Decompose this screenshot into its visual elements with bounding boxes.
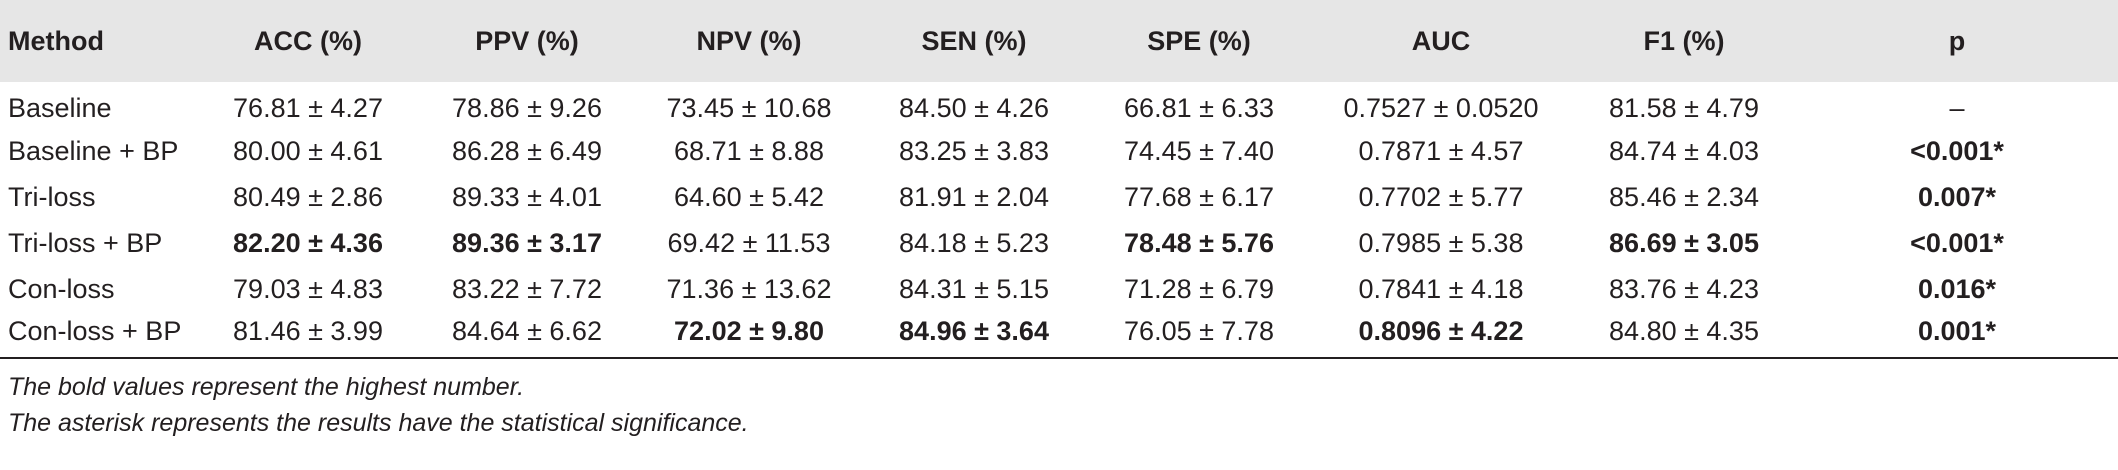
method-cell: Baseline + BP — [8, 135, 179, 166]
sen-cell: 84.50 ± 4.26 — [899, 92, 1049, 123]
ppv-cell: 89.36 ± 3.17 — [452, 227, 602, 258]
f1-cell: 83.76 ± 4.23 — [1609, 273, 1759, 304]
table-row: Con-loss 79.03 ± 4.83 83.22 ± 7.72 71.36… — [0, 266, 2118, 312]
ppv-cell: 89.33 ± 4.01 — [452, 181, 602, 212]
npv-cell: 72.02 ± 9.80 — [674, 316, 824, 346]
method-cell: Tri-loss + BP — [8, 227, 163, 258]
sen-cell: 84.31 ± 5.15 — [899, 273, 1049, 304]
method-cell: Tri-loss — [8, 181, 96, 212]
acc-cell: 79.03 ± 4.83 — [233, 273, 383, 304]
spe-cell: 71.28 ± 6.79 — [1124, 273, 1274, 304]
acc-cell: 80.49 ± 2.86 — [233, 181, 383, 212]
header-p: p — [1948, 25, 1966, 56]
npv-cell: 64.60 ± 5.42 — [674, 181, 824, 212]
auc-cell: 0.7527 ± 0.0520 — [1343, 92, 1539, 123]
header-row: Method ACC (%) PPV (%) NPV (%) SEN (%) S… — [0, 0, 2118, 82]
p-cell: <0.001* — [1910, 135, 2004, 166]
ppv-cell: 78.86 ± 9.26 — [452, 92, 602, 123]
auc-cell: 0.7841 ± 4.18 — [1358, 273, 1524, 304]
table-row: Baseline 76.81 ± 4.27 78.86 ± 9.26 73.45… — [0, 82, 2118, 128]
f1-cell: 84.80 ± 4.35 — [1609, 316, 1759, 346]
footnote-bold: The bold values represent the highest nu… — [8, 373, 525, 401]
header-method: Method — [8, 25, 104, 56]
auc-cell: 0.8096 ± 4.22 — [1358, 316, 1524, 346]
table-row: Baseline + BP 80.00 ± 4.61 86.28 ± 6.49 … — [0, 128, 2118, 174]
p-cell: – — [1949, 92, 1965, 123]
header-acc: ACC (%) — [254, 25, 362, 56]
f1-cell: 84.74 ± 4.03 — [1609, 135, 1759, 166]
method-cell: Baseline — [8, 92, 112, 123]
auc-cell: 0.7871 ± 4.57 — [1358, 135, 1524, 166]
header-ppv: PPV (%) — [475, 25, 579, 56]
spe-cell: 74.45 ± 7.40 — [1124, 135, 1274, 166]
ppv-cell: 84.64 ± 6.62 — [452, 316, 602, 346]
acc-cell: 82.20 ± 4.36 — [233, 227, 383, 258]
sen-cell: 84.18 ± 5.23 — [899, 227, 1049, 258]
acc-cell: 81.46 ± 3.99 — [233, 316, 383, 346]
sen-cell: 84.96 ± 3.64 — [899, 316, 1049, 346]
sen-cell: 81.91 ± 2.04 — [899, 181, 1049, 212]
header-auc: AUC — [1411, 25, 1471, 56]
table-footnotes: The bold values represent the highest nu… — [0, 359, 2118, 441]
spe-cell: 76.05 ± 7.78 — [1124, 316, 1274, 346]
table-row: Con-loss + BP 81.46 ± 3.99 84.64 ± 6.62 … — [0, 312, 2118, 358]
spe-cell: 77.68 ± 6.17 — [1124, 181, 1274, 212]
auc-cell: 0.7702 ± 5.77 — [1358, 181, 1524, 212]
spe-cell: 78.48 ± 5.76 — [1124, 227, 1274, 258]
results-table: Method ACC (%) PPV (%) NPV (%) SEN (%) S… — [0, 0, 2118, 358]
spe-cell: 66.81 ± 6.33 — [1124, 92, 1274, 123]
header-sen: SEN (%) — [921, 25, 1027, 56]
header-f1: F1 (%) — [1643, 25, 1725, 56]
f1-cell: 81.58 ± 4.79 — [1609, 92, 1759, 123]
acc-cell: 80.00 ± 4.61 — [233, 135, 383, 166]
header-spe: SPE (%) — [1147, 25, 1251, 56]
acc-cell: 76.81 ± 4.27 — [233, 92, 383, 123]
auc-cell: 0.7985 ± 5.38 — [1358, 227, 1524, 258]
method-cell: Con-loss + BP — [8, 316, 182, 346]
p-cell: <0.001* — [1910, 227, 2004, 258]
p-cell: 0.007* — [1917, 181, 1997, 212]
npv-cell: 71.36 ± 13.62 — [666, 273, 832, 304]
p-cell: 0.016* — [1917, 273, 1997, 304]
npv-cell: 69.42 ± 11.53 — [667, 227, 831, 258]
header-npv: NPV (%) — [696, 25, 802, 56]
table-row: Tri-loss 80.49 ± 2.86 89.33 ± 4.01 64.60… — [0, 174, 2118, 220]
npv-cell: 73.45 ± 10.68 — [666, 92, 832, 123]
npv-cell: 68.71 ± 8.88 — [674, 135, 824, 166]
f1-cell: 85.46 ± 2.34 — [1609, 181, 1759, 212]
footnote-asterisk: The asterisk represents the results have… — [8, 409, 749, 437]
ppv-cell: 86.28 ± 6.49 — [452, 135, 602, 166]
f1-cell: 86.69 ± 3.05 — [1609, 227, 1759, 258]
table-body: Baseline 76.81 ± 4.27 78.86 ± 9.26 73.45… — [0, 82, 2118, 358]
method-cell: Con-loss — [8, 273, 115, 304]
ppv-cell: 83.22 ± 7.72 — [452, 273, 602, 304]
sen-cell: 83.25 ± 3.83 — [899, 135, 1049, 166]
results-table-container: Method ACC (%) PPV (%) NPV (%) SEN (%) S… — [0, 0, 2118, 441]
table-row: Tri-loss + BP 82.20 ± 4.36 89.36 ± 3.17 … — [0, 220, 2118, 266]
p-cell: 0.001* — [1917, 316, 1997, 346]
